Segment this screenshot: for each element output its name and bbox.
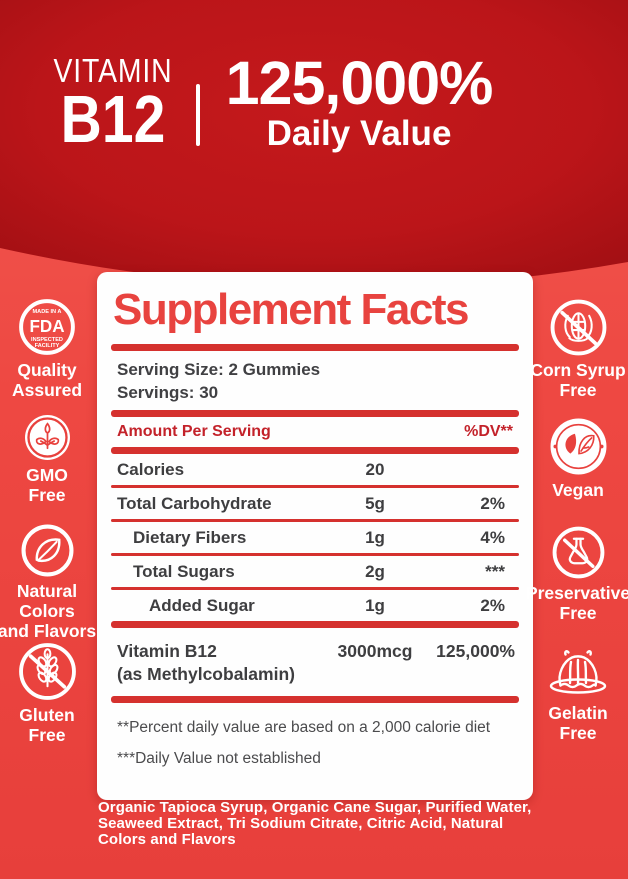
brand-title: VITAMIN B12 [40, 52, 186, 152]
nutrient-name: Total Sugars [133, 561, 235, 581]
nutrient-dv: *** [485, 561, 505, 581]
fda-seal-icon: MADE IN A FDA INSPECTED FACILITY [19, 299, 75, 355]
vegan-leaves-icon [550, 418, 606, 475]
gluten-free-icon [18, 643, 76, 700]
gelatin-jello-icon [549, 650, 607, 694]
badge-vegan: Vegan [526, 417, 628, 501]
amount-per-serving-header: Amount Per Serving [117, 423, 271, 441]
natural-leaf-icon [21, 524, 73, 577]
badge-gmo-free: GMO Free [0, 414, 99, 506]
badge-label: Preservative Free [525, 583, 628, 623]
svg-text:FDA: FDA [29, 317, 64, 336]
nutrient-amount: 20 [365, 459, 385, 479]
daily-value-callout: 125,000% Daily Value [208, 53, 510, 154]
nutrient-name: Added Sugar [149, 595, 255, 615]
divider [111, 519, 519, 523]
nutrient-amount: 1g [365, 527, 385, 547]
serving-size: Serving Size: 2 Gummies [117, 360, 321, 380]
daily-value-percent: 125,000% [225, 49, 494, 117]
nutrient-name: Calories [117, 459, 185, 479]
svg-text:INSPECTED: INSPECTED [31, 337, 63, 343]
nutrient-name: Total Carbohydrate [117, 493, 272, 513]
svg-text:FACILITY: FACILITY [35, 343, 60, 349]
badge-label: Gelatin Free [548, 703, 608, 743]
vitamin-b12-row: Vitamin B12 (as Methylcobalamin) 3000mcg… [111, 640, 519, 686]
footnote-not-established: ***Daily Value not established [117, 750, 321, 768]
nutrient-dv: 2% [480, 595, 505, 615]
panel-title: Supplement Facts [113, 285, 469, 334]
percent-dv-header: %DV** [464, 423, 513, 441]
badge-gluten-free: Gluten Free [0, 642, 99, 746]
divider [111, 447, 519, 455]
badge-preservative-free: Preservative Free [526, 526, 628, 624]
nutrient-dv: 2% [480, 493, 505, 513]
badge-label: Gluten Free [19, 705, 75, 745]
vitamin-name: Vitamin B12 [117, 641, 217, 662]
preservative-free-icon [552, 526, 604, 579]
badge-quality-assured: MADE IN A FDA INSPECTED FACILITY Quality… [0, 298, 99, 401]
nutrient-name: Dietary Fibers [133, 527, 247, 547]
badge-label: Corn Syrup Free [530, 360, 626, 400]
header-divider [196, 84, 200, 146]
servings-count: Servings: 30 [117, 382, 219, 402]
vitamin-form: (as Methylcobalamin) [117, 664, 295, 685]
footnote-percent-dv: **Percent daily value are based on a 2,0… [117, 719, 491, 737]
badge-label: Vegan [552, 480, 604, 500]
header-curve-background [0, 0, 628, 287]
badge-corn-syrup-free: Corn Syrup Free [526, 299, 628, 401]
column-header-row: Amount Per Serving %DV** [111, 417, 519, 447]
divider [111, 587, 519, 591]
svg-text:MADE IN A: MADE IN A [33, 309, 62, 315]
badge-natural-colors-flavors: Natural Colors and Flavors [0, 524, 99, 642]
nutrient-row-added-sugar: Added Sugar 1g 2% [111, 590, 519, 621]
supplement-facts-panel: Supplement Facts Serving Size: 2 Gummies… [97, 272, 533, 800]
corn-syrup-free-icon [550, 299, 606, 356]
nutrient-row-carbohydrate: Total Carbohydrate 5g 2% [111, 488, 519, 519]
brand-title-vitamin: VITAMIN [53, 52, 173, 89]
brand-title-b12: B12 [60, 82, 166, 157]
daily-value-caption: Daily Value [266, 114, 452, 153]
nutrient-row-calories: Calories 20 [111, 454, 519, 485]
badge-label: Quality Assured [11, 360, 83, 400]
divider [111, 485, 519, 489]
nutrient-amount: 5g [365, 493, 385, 513]
badge-label: Natural Colors and Flavors [0, 581, 97, 641]
divider [111, 410, 519, 418]
nutrient-amount: 2g [365, 561, 385, 581]
badge-label: GMO Free [26, 465, 68, 505]
gmo-free-icon [24, 415, 70, 460]
divider [111, 696, 519, 704]
vitamin-dv: 125,000% [436, 641, 515, 662]
divider [111, 621, 519, 629]
badge-gelatin-free: Gelatin Free [526, 641, 628, 744]
nutrient-amount: 1g [365, 595, 385, 615]
divider [111, 553, 519, 557]
nutrient-row-total-sugars: Total Sugars 2g *** [111, 556, 519, 587]
ingredients-list: Organic Tapioca Syrup, Organic Cane Suga… [98, 799, 532, 848]
vitamin-amount: 3000mcg [337, 641, 413, 662]
nutrient-row-dietary-fibers: Dietary Fibers 1g 4% [111, 522, 519, 553]
nutrient-dv: 4% [480, 527, 505, 547]
divider [111, 344, 519, 352]
